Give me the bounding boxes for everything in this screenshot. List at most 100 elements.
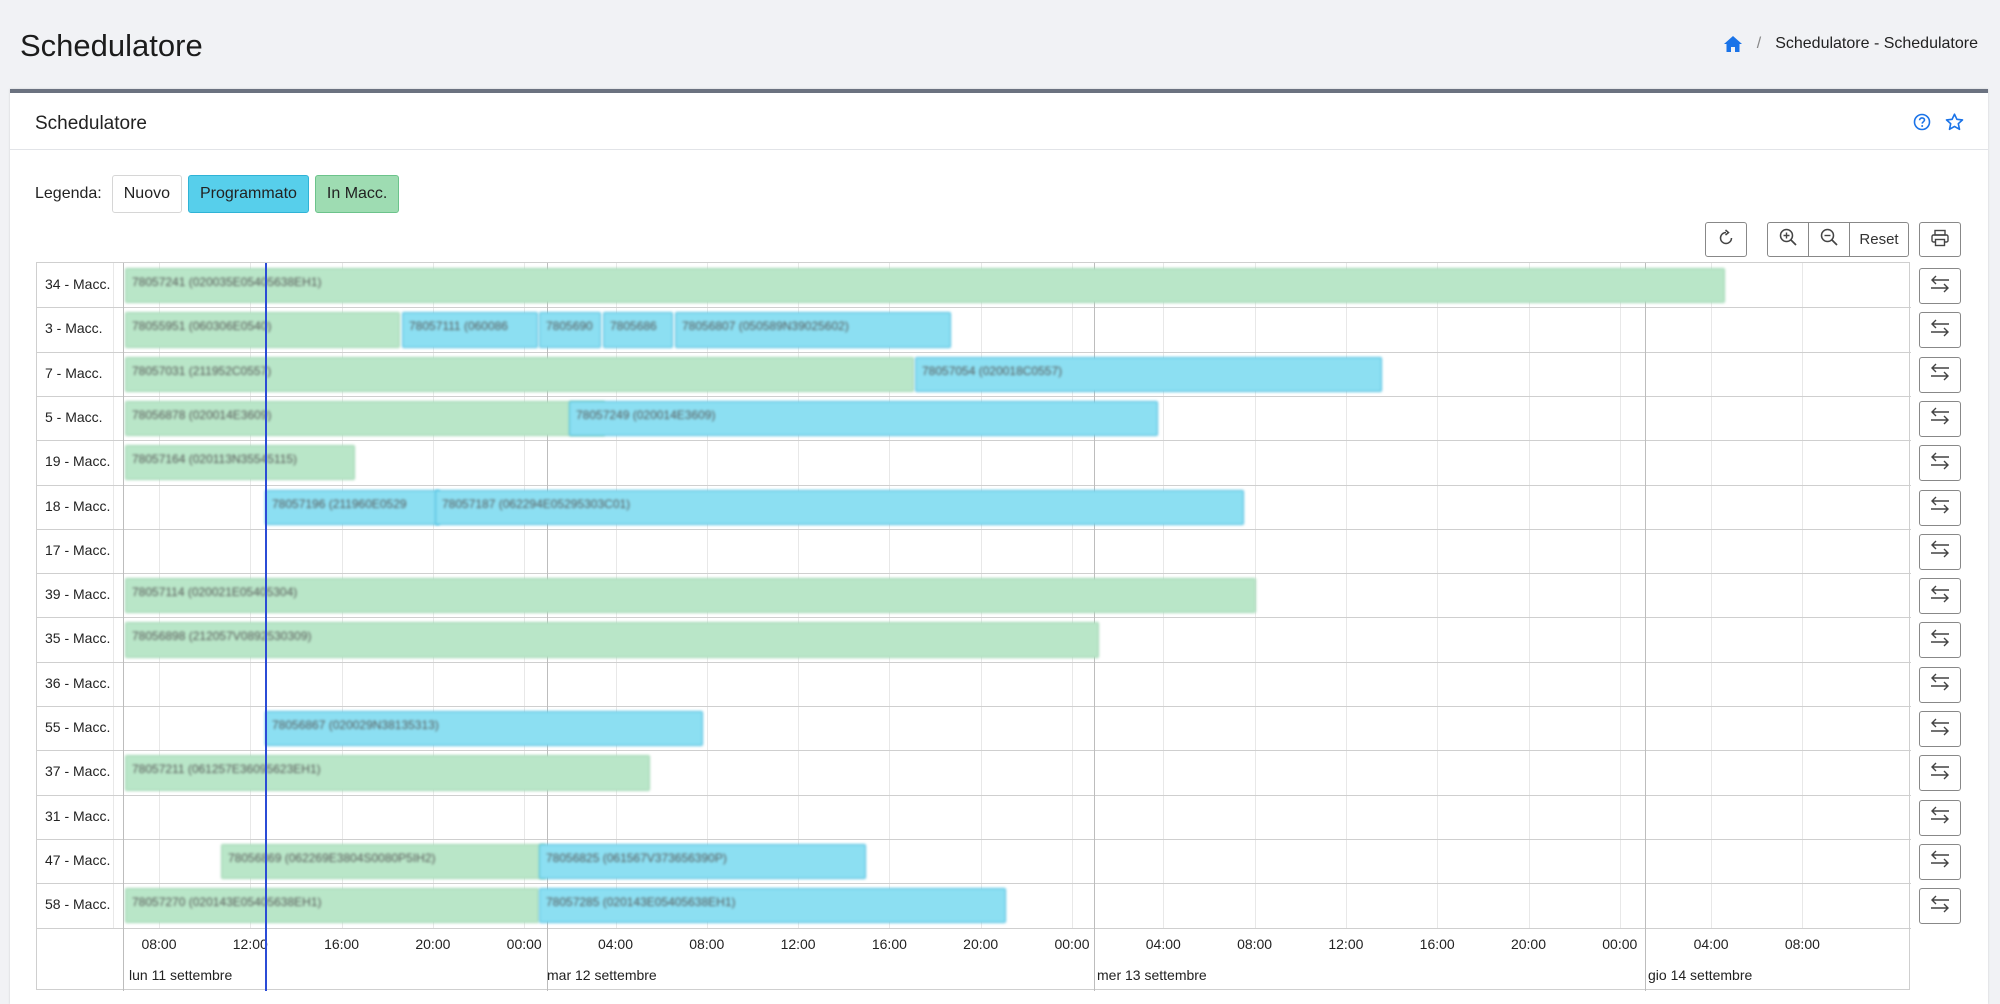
swap-icon <box>1929 540 1951 563</box>
row-divider <box>37 573 1911 575</box>
page-title: Schedulatore <box>20 28 203 63</box>
swap-row-button[interactable] <box>1919 578 1961 615</box>
legend-nuovo: Nuovo <box>111 175 182 213</box>
row-label: 31 - Macc. <box>45 807 111 824</box>
star-icon[interactable] <box>1945 113 1964 131</box>
swap-row-button[interactable] <box>1919 799 1961 836</box>
row-label: 19 - Macc. <box>45 453 111 470</box>
swap-icon <box>1929 850 1951 873</box>
row-divider <box>37 883 1911 885</box>
day-label: gio 14 settembre <box>1648 966 1753 983</box>
day-divider <box>1645 263 1646 991</box>
refresh-icon <box>1717 228 1735 251</box>
time-tick-label: 08:00 <box>141 935 177 952</box>
task-bar[interactable]: 78057241 (020035E05405638EH1) <box>125 268 1725 304</box>
row-label: 18 - Macc. <box>45 497 111 514</box>
swap-row-button[interactable] <box>1919 755 1961 792</box>
chart-left-border <box>123 263 124 991</box>
time-tick-label: 00:00 <box>1602 935 1638 952</box>
task-bar[interactable]: 78057114 (020021E05405304) <box>125 578 1256 614</box>
card-tools <box>1913 113 1964 131</box>
swap-row-button[interactable] <box>1919 711 1961 747</box>
swap-row-button[interactable] <box>1919 489 1961 526</box>
row-label: 5 - Macc. <box>45 408 103 425</box>
time-tick-label: 04:00 <box>1145 935 1181 952</box>
swap-row-button[interactable] <box>1919 268 1961 304</box>
card-header: Schedulatore <box>10 93 1988 150</box>
gantt-chart: 34 - Macc. 3 - Macc. 7 - Macc. 5 - Macc. 19 … <box>36 262 1911 991</box>
task-bar[interactable]: 78055951 (060306E0540) <box>125 312 400 348</box>
reset-zoom-button[interactable]: Reset <box>1859 231 1899 248</box>
swap-icon <box>1929 319 1951 342</box>
home-icon[interactable] <box>1723 35 1743 53</box>
task-bar[interactable]: 78056867 (020029N38135313) <box>265 711 703 747</box>
time-tick-label: 16:00 <box>1419 935 1455 952</box>
task-bar[interactable]: 78057285 (020143E05405638EH1) <box>539 888 1006 924</box>
swap-row-button[interactable] <box>1919 888 1961 925</box>
swap-row-button[interactable] <box>1919 356 1961 393</box>
legend-programmato: Programmato <box>187 175 309 213</box>
legend-label: Legenda: <box>35 185 102 202</box>
zoom-in-button[interactable] <box>1768 223 1809 256</box>
grid-line <box>1345 263 1347 928</box>
swap-row-button[interactable] <box>1919 445 1961 482</box>
row-divider <box>37 838 1911 840</box>
task-bar[interactable]: 78056898 (212057V0892530309) <box>125 622 1099 658</box>
task-bar[interactable]: 7805686 <box>603 312 673 348</box>
print-button[interactable] <box>1919 222 1961 257</box>
task-bar[interactable]: 78057031 (211952C0557) <box>125 356 914 392</box>
task-bar[interactable]: 78056878 (020014E3609) <box>125 400 605 437</box>
task-bar[interactable]: 78056807 (050589N39025602) <box>675 312 951 348</box>
row-label: 7 - Macc. <box>45 364 103 381</box>
time-tick-label: 12:00 <box>780 935 816 952</box>
row-label: 55 - Macc. <box>45 719 111 735</box>
time-tick-label: 00:00 <box>1054 935 1090 952</box>
page-header: Schedulatore / Schedulatore - Schedulato… <box>0 0 2000 88</box>
grid-line <box>1437 263 1439 928</box>
time-tick-label: 08:00 <box>689 935 725 952</box>
task-bar[interactable]: 78056825 (061567V373656390P) <box>539 843 866 880</box>
swap-icon <box>1929 895 1951 918</box>
row-label: 35 - Macc. <box>45 630 111 647</box>
time-tick-label: 08:00 <box>1784 935 1820 952</box>
time-tick-label: 20:00 <box>415 935 451 952</box>
swap-row-button[interactable] <box>1919 666 1961 703</box>
swap-icon <box>1929 407 1951 430</box>
swap-icon <box>1929 585 1951 608</box>
time-tick-label: 20:00 <box>1510 935 1547 952</box>
row-divider <box>37 484 1911 486</box>
task-bar[interactable]: 7805690 <box>539 312 601 348</box>
time-tick-label: 04:00 <box>1693 935 1729 952</box>
swap-row-button[interactable] <box>1919 843 1961 880</box>
zoom-out-button[interactable] <box>1809 223 1850 256</box>
swap-row-button[interactable] <box>1919 533 1961 570</box>
row-label: 37 - Macc. <box>45 763 111 780</box>
task-bar[interactable]: 78057111 (060086 <box>402 312 538 348</box>
legend: Legenda: Nuovo Programmato In Macc. <box>35 175 400 213</box>
swap-row-button[interactable] <box>1919 312 1961 349</box>
task-bar[interactable]: 78057211 (061257E36095623EH1) <box>125 755 650 791</box>
swap-icon <box>1929 718 1951 741</box>
grid-line <box>1711 263 1713 928</box>
refresh-button[interactable] <box>1705 222 1747 257</box>
task-bar[interactable]: 78057187 (062294E05295303C01) <box>435 489 1244 525</box>
zoom-out-icon <box>1819 227 1839 252</box>
zoom-in-icon <box>1778 227 1798 252</box>
task-bar[interactable]: 78057196 (211960E0529 <box>265 489 440 525</box>
swap-icon <box>1929 275 1951 298</box>
task-bar[interactable]: 78057270 (020143E05405638EH1) <box>125 888 539 924</box>
zoom-button-group: Reset <box>1767 222 1909 257</box>
task-bar[interactable]: 78057054 (020018C0557) <box>915 356 1382 392</box>
row-divider <box>37 927 1911 929</box>
swap-row-button[interactable] <box>1919 400 1961 437</box>
current-time-line <box>265 263 267 991</box>
task-bar[interactable]: 78057249 (020014E3609) <box>569 400 1158 437</box>
time-tick-label: 12:00 <box>232 935 268 952</box>
row-label: 58 - Macc. <box>45 896 111 913</box>
task-bar[interactable]: 78056869 (062269E3804S0080P5IH2) <box>221 843 546 880</box>
swap-row-button[interactable] <box>1919 622 1961 659</box>
task-bar[interactable]: 78057164 (020113N35545115) <box>125 445 355 481</box>
breadcrumb-separator: / <box>1756 35 1762 52</box>
time-tick-label: 04:00 <box>597 935 634 952</box>
help-icon[interactable] <box>1913 113 1931 131</box>
